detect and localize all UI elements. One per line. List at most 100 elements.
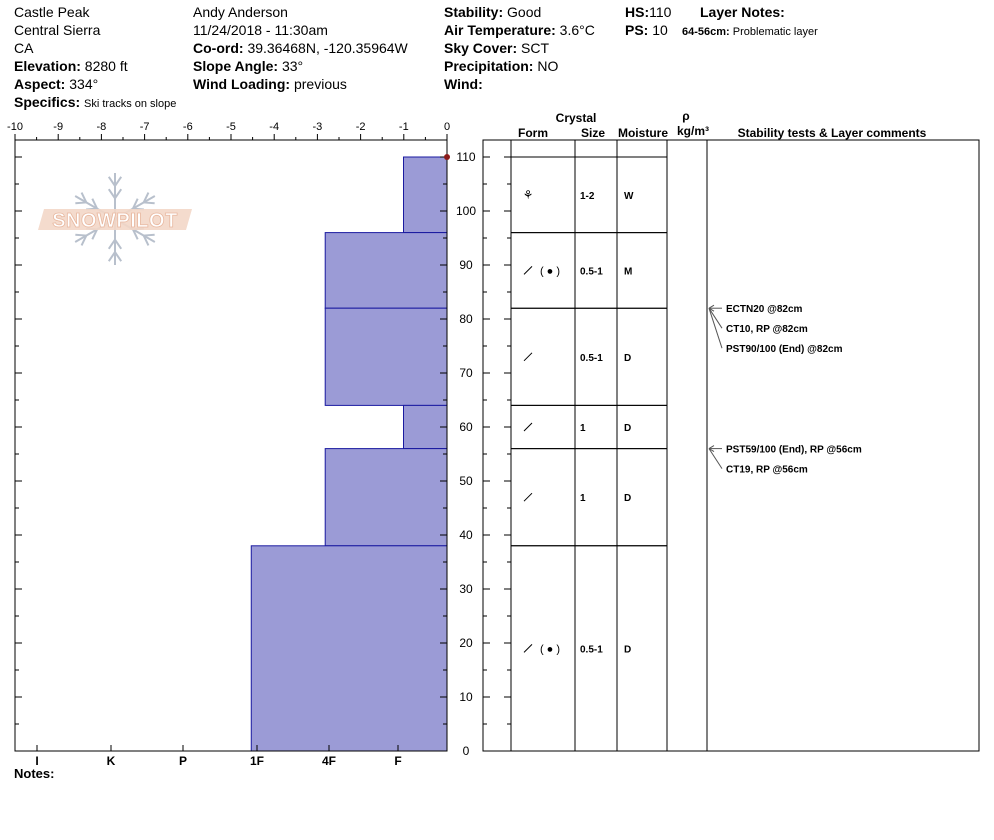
snowflake-branch bbox=[143, 201, 155, 205]
col-rho: ρ bbox=[682, 109, 689, 123]
sky-cover: Sky Cover: SCT bbox=[444, 40, 550, 56]
location: Castle Peak bbox=[14, 4, 90, 20]
snowflake-branch bbox=[132, 198, 139, 210]
height-tick-label: 50 bbox=[459, 474, 473, 488]
snowflake-branch bbox=[91, 198, 98, 210]
height-tick-label: 0 bbox=[463, 744, 470, 758]
test-arrow-head bbox=[708, 304, 715, 312]
snowflake-branch bbox=[91, 228, 98, 240]
slope-angle: Slope Angle: 33° bbox=[193, 58, 304, 74]
col-size: Size bbox=[581, 126, 605, 140]
col-crystal: Crystal bbox=[556, 111, 597, 125]
snowflake-branch bbox=[132, 228, 139, 240]
snowflake-branch bbox=[80, 235, 88, 246]
facets-icon bbox=[523, 492, 533, 502]
test-label: ECTN20 @82cm bbox=[726, 304, 803, 315]
aspect: Aspect: 334° bbox=[14, 76, 99, 92]
test-label: CT10, RP @82cm bbox=[726, 324, 808, 335]
facets-icon bbox=[523, 644, 533, 653]
datetime: 11/24/2018 - 11:30am bbox=[193, 22, 328, 38]
elevation: Elevation: 8280 ft bbox=[14, 58, 128, 74]
snowpilot-logo: SNOWPILOT bbox=[38, 173, 192, 265]
temperature-tick-label: -9 bbox=[53, 121, 63, 133]
hardness-layer bbox=[403, 156, 448, 234]
col-form: Form bbox=[518, 126, 548, 140]
logo-banner bbox=[38, 209, 192, 230]
test-arrow bbox=[708, 448, 723, 469]
layer-size: 1 bbox=[580, 493, 586, 504]
temperature-tick-label: -6 bbox=[183, 121, 193, 133]
header-conditions: Stability: Good Air Temperature: 3.6°C S… bbox=[444, 3, 595, 93]
snowflake-branch bbox=[114, 251, 123, 262]
layer-size: 0.5-1 bbox=[580, 353, 603, 364]
coordinates: Co-ord: 39.36468N, -120.35964W bbox=[193, 40, 408, 56]
state: CA bbox=[14, 40, 34, 56]
snowflake-branch bbox=[114, 188, 123, 199]
rounds-icon: ( ● ) bbox=[540, 265, 560, 277]
layer-size: 1-2 bbox=[580, 191, 595, 202]
table-rows: ⚘ 1-2 W ( ● ) 0.5-1 M 0.5-1 D 1 D 1 D ( ● ) 0.5-1 D bbox=[511, 156, 667, 752]
snowflake-branch bbox=[75, 201, 87, 205]
hardness-layer bbox=[250, 545, 448, 752]
precipitation: Precipitation: NO bbox=[444, 58, 559, 74]
snowflake-branch bbox=[114, 176, 123, 187]
rounds-icon: ( ● ) bbox=[540, 643, 560, 655]
hardness-tick-label: 4F bbox=[322, 754, 336, 768]
observer: Andy Anderson bbox=[193, 4, 288, 20]
layer-size: 0.5-1 bbox=[580, 644, 603, 655]
profile-table: Crystal Form Size Moisture ρ kg/m³ Stabi… bbox=[482, 109, 980, 752]
temperature-tick-label: -4 bbox=[269, 121, 279, 133]
hs-marker bbox=[444, 154, 450, 160]
test-label: CT19, RP @56cm bbox=[726, 465, 808, 476]
col-stability: Stability tests & Layer comments bbox=[738, 126, 927, 140]
hardness-tick-label: P bbox=[179, 754, 187, 768]
height-tick-label: 40 bbox=[459, 528, 473, 542]
temperature-axis: -10 -9 -8 -7 -6 -5 -4 -3 -2 -1 0 bbox=[7, 121, 450, 141]
hardness-tick-label: K bbox=[107, 754, 116, 768]
ps: PS: 10 bbox=[625, 22, 668, 38]
layer-moisture: M bbox=[624, 266, 632, 277]
height-tick-label: 90 bbox=[459, 258, 473, 272]
layer-notes: Layer Notes: bbox=[700, 3, 785, 21]
facets-icon bbox=[523, 266, 533, 275]
layer-notes-label: Layer Notes: bbox=[700, 4, 785, 20]
hardness-tick-label: I bbox=[35, 754, 38, 768]
hardness-layer bbox=[324, 307, 448, 406]
snowflake-branch bbox=[75, 233, 87, 237]
facets-icon bbox=[523, 352, 533, 362]
test-label: PST59/100 (End), RP @56cm bbox=[726, 445, 862, 456]
header-site: Castle Peak Central Sierra CA Elevation:… bbox=[14, 3, 176, 113]
notes-label: Notes: bbox=[14, 766, 55, 781]
temperature-tick-label: -5 bbox=[226, 121, 236, 133]
snowflake-branch bbox=[107, 239, 116, 250]
temperature-tick-label: -1 bbox=[399, 121, 409, 133]
height-axis: 0 10 20 30 40 50 60 70 80 90 100 110 bbox=[15, 150, 511, 758]
height-tick-label: 10 bbox=[459, 690, 473, 704]
layer-moisture: D bbox=[624, 644, 631, 655]
temperature-tick-label: -3 bbox=[313, 121, 323, 133]
col-moisture: Moisture bbox=[618, 126, 668, 140]
temperature-tick-label: -2 bbox=[356, 121, 366, 133]
temperature-tick-label: 0 bbox=[444, 121, 450, 133]
col-density: kg/m³ bbox=[677, 124, 709, 138]
snowflake-branch bbox=[114, 239, 123, 250]
hardness-tick-label: F bbox=[394, 754, 401, 768]
snowflake-branch bbox=[107, 176, 116, 187]
header-observer: Andy Anderson 11/24/2018 - 11:30am Co-or… bbox=[193, 3, 408, 93]
hardness-layer bbox=[403, 404, 448, 450]
stability: Stability: Good bbox=[444, 4, 542, 20]
stability-tests: ECTN20 @82cm CT10, RP @82cm PST90/100 (End… bbox=[708, 304, 862, 476]
header-depths: HS:110 PS: 10 bbox=[625, 3, 671, 39]
height-tick-label: 80 bbox=[459, 312, 473, 326]
table-frame bbox=[482, 139, 980, 752]
height-tick-label: 110 bbox=[456, 150, 475, 164]
temperature-tick-label: -10 bbox=[7, 121, 23, 133]
test-arrow bbox=[708, 308, 723, 349]
air-temperature: Air Temperature: 3.6°C bbox=[444, 22, 595, 38]
test-arrow bbox=[708, 307, 723, 329]
wind: Wind: bbox=[444, 76, 483, 92]
temperature-tick-label: -7 bbox=[140, 121, 150, 133]
layer-note-text: Problematic layer bbox=[732, 26, 818, 38]
layer-moisture: D bbox=[624, 493, 631, 504]
